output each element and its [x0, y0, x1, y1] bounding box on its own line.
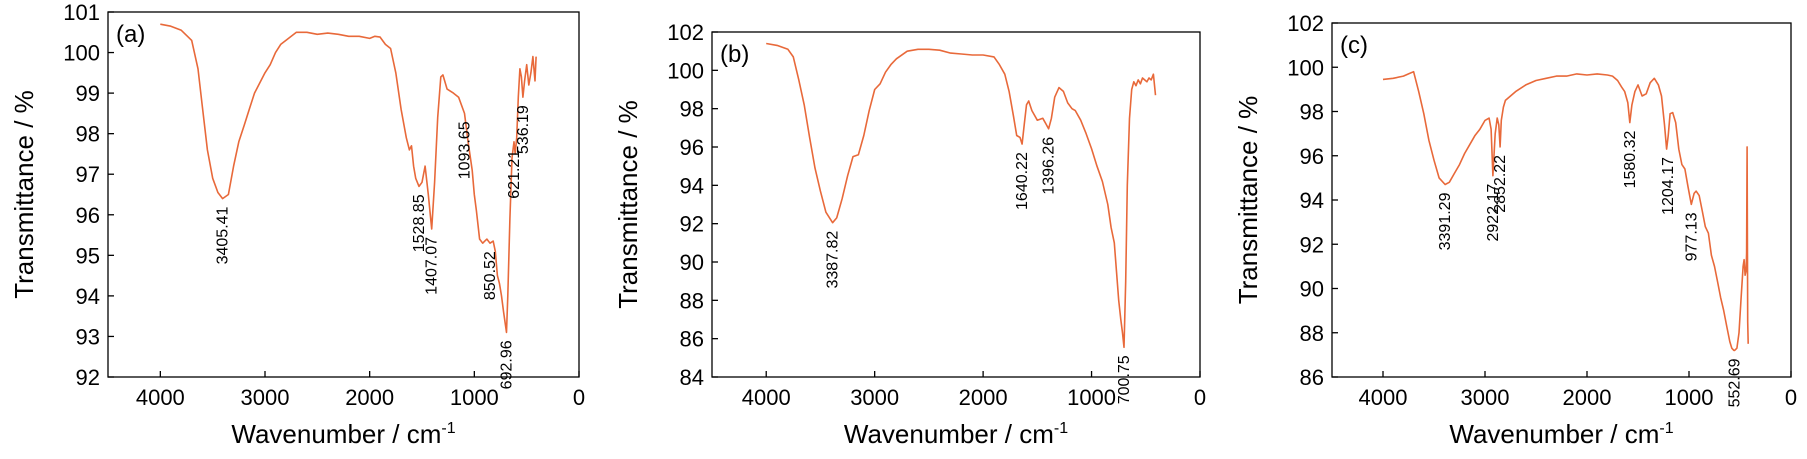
y-tick-label: 86	[1300, 365, 1324, 390]
y-tick-label: 98	[680, 97, 704, 122]
x-tick-label: 0	[573, 385, 585, 410]
peak-label: 621.21	[506, 150, 523, 199]
peak-label: 2852.22	[1492, 155, 1509, 213]
y-tick-label: 102	[1287, 11, 1324, 36]
x-tick-label: 2000	[345, 385, 394, 410]
x-tick-label: 3000	[1461, 385, 1510, 410]
y-tick-label: 97	[76, 162, 100, 187]
y-axis-title: Transmittance / %	[1233, 96, 1263, 305]
x-axis-title: Wavenumber / cm-1	[844, 419, 1068, 449]
y-tick-label: 101	[63, 0, 100, 25]
y-tick-label: 100	[667, 58, 704, 83]
y-tick-label: 94	[1300, 188, 1324, 213]
x-tick-label: 1000	[450, 385, 499, 410]
chart-panel-3: 86 88 90 92 94 96 98 100 102 4000 3000 2000 1000 0 Wav…	[1233, 11, 1797, 449]
peak-label: 1396.26	[1041, 137, 1058, 195]
peak-label: 552.69	[1727, 358, 1744, 407]
y-tick-label: 90	[680, 250, 704, 275]
x-axis-title-text: Wavenumber / cm	[1449, 419, 1659, 449]
peak-label: 977.13	[1683, 212, 1700, 261]
peak-label: 1640.22	[1014, 152, 1031, 210]
x-axis-title-superscript: -1	[1054, 420, 1068, 437]
y-tick-label: 98	[1300, 100, 1324, 125]
chart-panel-1: 92 93 94 95 96 97 98 99 100 101 4000 3000 2000 1000 0 W…	[9, 0, 585, 449]
y-tick-label: 96	[680, 135, 704, 160]
x-tick-label: 0	[1785, 385, 1797, 410]
x-tick-label: 2000	[959, 385, 1008, 410]
peak-label: 1204.17	[1660, 157, 1677, 215]
peak-label: 1528.85	[411, 194, 428, 252]
y-tick-label: 92	[1300, 232, 1324, 257]
y-tick-label: 88	[1300, 321, 1324, 346]
x-tick-label: 4000	[1359, 385, 1408, 410]
y-tick-label: 86	[680, 327, 704, 352]
x-tick-label: 1000	[1665, 385, 1714, 410]
x-tick-label: 0	[1194, 385, 1206, 410]
y-tick-label: 88	[680, 288, 704, 313]
y-tick-label: 92	[680, 212, 704, 237]
y-axis-title: Transmittance / %	[9, 90, 39, 299]
y-tick-label: 84	[680, 365, 704, 390]
y-axis-title: Transmittance / %	[613, 100, 643, 309]
y-tick-label: 95	[76, 243, 100, 268]
plot-frame	[711, 31, 1201, 378]
x-axis-title-text: Wavenumber / cm	[844, 419, 1054, 449]
y-tick-label: 93	[76, 324, 100, 349]
peak-label: 1580.32	[1622, 130, 1639, 188]
peak-label: 3391.29	[1437, 192, 1454, 250]
panel-label: (c)	[1340, 32, 1368, 59]
y-tick-label: 102	[667, 20, 704, 45]
y-tick-label: 94	[76, 284, 100, 309]
x-axis-title: Wavenumber / cm-1	[1449, 419, 1673, 449]
x-axis-title-text: Wavenumber / cm	[231, 419, 441, 449]
spectrum-line	[766, 42, 1157, 349]
y-tick-label: 92	[76, 365, 100, 390]
peak-label: 692.96	[498, 340, 515, 389]
x-tick-label: 3000	[850, 385, 899, 410]
peak-label: 1407.07	[424, 237, 441, 295]
peak-label: 536.19	[515, 105, 532, 154]
y-tick-label: 100	[63, 41, 100, 66]
x-tick-label: 4000	[742, 385, 791, 410]
spectrum-line	[1382, 70, 1749, 352]
panel-label: (a)	[116, 21, 145, 48]
y-tick-label: 99	[76, 81, 100, 106]
plot-frame	[107, 11, 580, 378]
peak-label: 850.52	[482, 251, 499, 300]
y-tick-label: 90	[1300, 277, 1324, 302]
x-tick-label: 3000	[241, 385, 290, 410]
peak-label: 700.75	[1116, 355, 1133, 404]
y-tick-label: 100	[1287, 55, 1324, 80]
peak-label: 3387.82	[825, 231, 842, 289]
y-tick-label: 96	[76, 203, 100, 228]
x-axis-title-superscript: -1	[1659, 420, 1673, 437]
x-tick-label: 4000	[136, 385, 185, 410]
peak-label: 3405.41	[215, 206, 232, 264]
x-axis-title-superscript: -1	[441, 420, 455, 437]
y-tick-label: 98	[76, 122, 100, 147]
y-tick-label: 96	[1300, 144, 1324, 169]
peak-label: 1093.65	[457, 121, 474, 179]
x-tick-label: 1000	[1067, 385, 1116, 410]
peak-label: 2922.17	[1485, 184, 1502, 242]
x-tick-label: 2000	[1563, 385, 1612, 410]
x-axis-title: Wavenumber / cm-1	[231, 419, 455, 449]
panel-label: (b)	[720, 41, 749, 68]
y-tick-label: 94	[680, 173, 704, 198]
spectrum-line	[160, 23, 537, 334]
chart-panel-2: 84 86 88 90 92 94 96 98 100 102 4000 3000 2000 1000 0 W…	[613, 20, 1206, 449]
